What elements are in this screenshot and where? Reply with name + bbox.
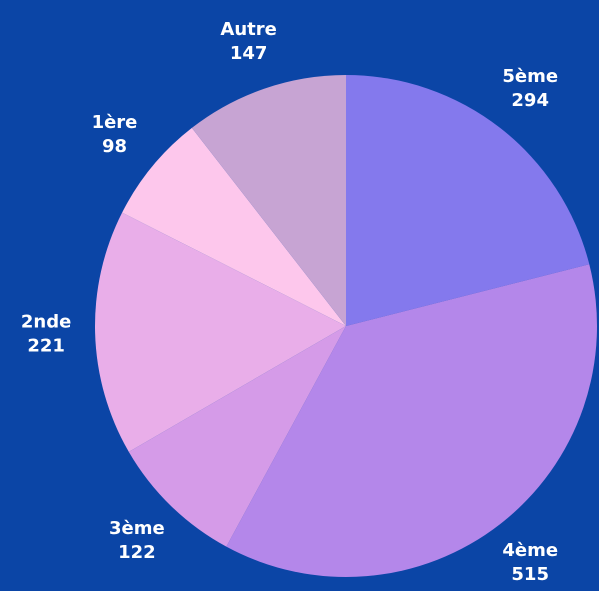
slice-value: 221 — [27, 335, 65, 356]
slice-value: 147 — [230, 43, 268, 64]
pie-slice — [226, 264, 598, 578]
pie-slice — [346, 75, 590, 326]
slice-value: 122 — [118, 542, 156, 563]
slice-value: 98 — [102, 136, 127, 157]
slice-label: 1ère — [92, 112, 138, 133]
slice-label: 2nde — [21, 311, 71, 332]
pie-slice — [122, 127, 346, 326]
pie-slice — [128, 326, 346, 547]
pie-slice — [191, 75, 346, 326]
slice-value: 294 — [511, 90, 549, 111]
pie-slice — [95, 212, 346, 452]
slice-label: Autre — [220, 19, 276, 40]
slice-value: 515 — [511, 564, 549, 585]
slice-label: 4ème — [502, 540, 558, 561]
slice-label: 3ème — [109, 518, 165, 539]
slice-label: 5ème — [502, 66, 558, 87]
